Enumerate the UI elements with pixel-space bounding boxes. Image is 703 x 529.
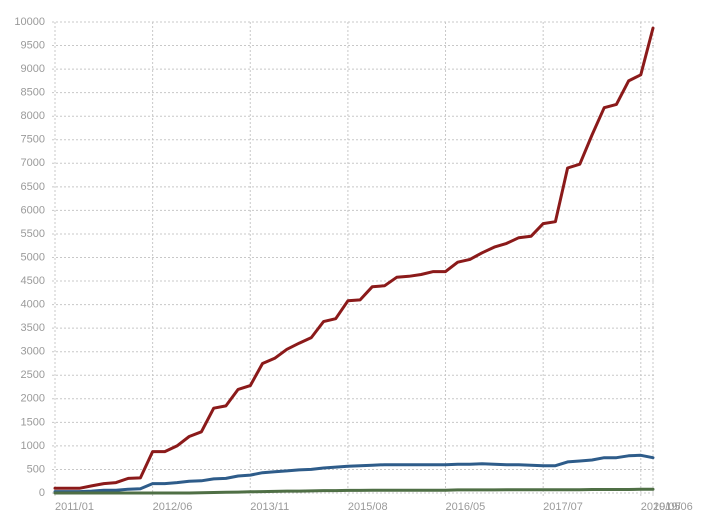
y-tick-label: 8000 xyxy=(21,110,45,122)
y-tick-label: 9500 xyxy=(21,39,45,51)
y-tick-label: 4000 xyxy=(21,299,45,311)
x-tick-label: 2013/11 xyxy=(250,501,289,513)
x-tick-label: 2017/07 xyxy=(543,501,583,513)
y-tick-label: 7500 xyxy=(21,134,45,146)
x-tick-label: 2011/01 xyxy=(55,501,94,513)
y-tick-label: 0 xyxy=(39,487,45,499)
series-line xyxy=(53,453,655,494)
y-tick-label: 5500 xyxy=(21,228,45,240)
y-tick-label: 1500 xyxy=(21,416,45,428)
series-line xyxy=(53,26,655,490)
y-tick-label: 5000 xyxy=(21,251,45,263)
x-tick-label: 2015/08 xyxy=(348,501,388,513)
y-tick-label: 3000 xyxy=(21,346,45,358)
x-tick-label: 2012/06 xyxy=(153,501,193,513)
y-tick-label: 1000 xyxy=(21,440,45,452)
y-tick-label: 4500 xyxy=(21,275,45,287)
y-tick-label: 3500 xyxy=(21,322,45,334)
y-tick-label: 7000 xyxy=(21,157,45,169)
x-tick-label: 2019/05 xyxy=(641,501,681,513)
y-tick-label: 8500 xyxy=(21,87,45,99)
y-tick-label: 2500 xyxy=(21,369,45,381)
y-tick-label: 2000 xyxy=(21,393,45,405)
y-tick-label: 10000 xyxy=(14,16,45,28)
x-tick-label: 2016/05 xyxy=(446,501,486,513)
series-line xyxy=(53,487,655,495)
y-tick-label: 6500 xyxy=(21,181,45,193)
y-tick-label: 6000 xyxy=(21,204,45,216)
y-tick-label: 9000 xyxy=(21,63,45,75)
y-tick-label: 500 xyxy=(27,463,45,475)
x-tick-label: 2019/06 xyxy=(653,501,693,513)
